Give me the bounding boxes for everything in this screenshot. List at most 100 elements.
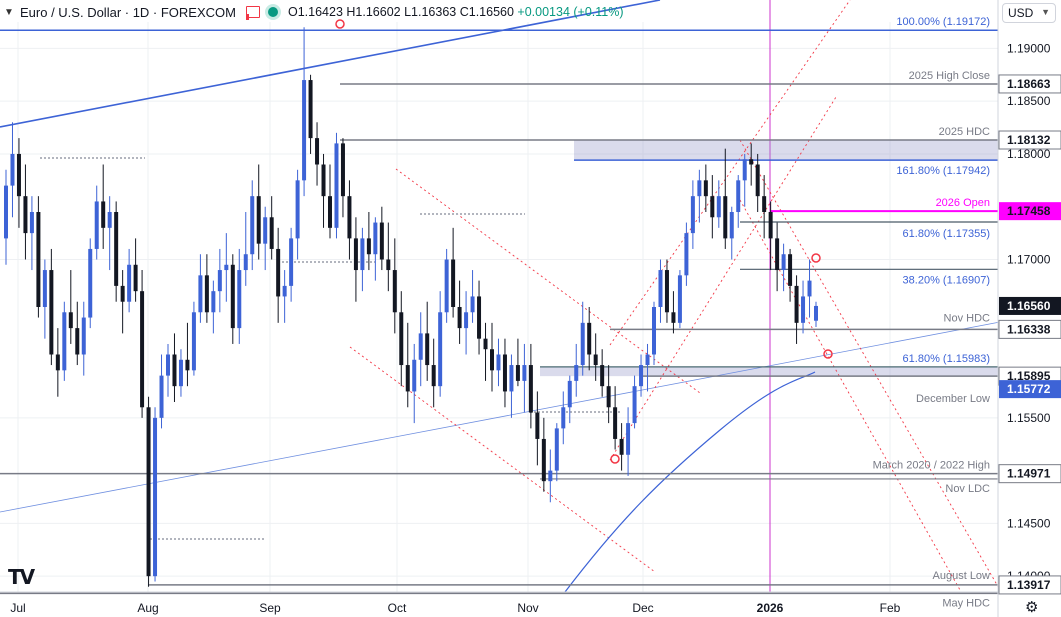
level-label: March 2020 / 2022 High — [873, 460, 990, 472]
candle-body — [600, 365, 605, 387]
candle-body — [677, 275, 682, 323]
y-tick-label: 1.17000 — [1007, 253, 1051, 267]
candle-body — [658, 270, 663, 307]
candle-body — [217, 270, 222, 292]
candle-body — [230, 264, 235, 329]
trend-channels — [0, 0, 1001, 593]
candle-body — [49, 270, 54, 355]
short-channel-upper — [739, 139, 1001, 591]
x-tick-label: Aug — [137, 601, 158, 615]
candle-body — [483, 338, 488, 350]
price-label-text: 1.16338 — [1007, 322, 1051, 336]
price-label-text: 1.18663 — [1007, 77, 1051, 91]
candle-body — [140, 291, 145, 408]
candle-body — [729, 212, 734, 239]
candle-body — [315, 138, 320, 165]
candle-body — [237, 270, 242, 329]
open-value: O1.16423 — [287, 5, 343, 19]
ascending-channel-upper — [609, 0, 851, 346]
x-tick-label: Sep — [259, 601, 281, 615]
candle-body — [619, 438, 624, 455]
candle-body — [742, 159, 747, 181]
candle-body — [36, 212, 41, 307]
candle-body — [788, 254, 793, 286]
settings-gear-icon[interactable]: ⚙ — [1025, 599, 1039, 616]
candle-body — [308, 80, 313, 139]
candle-body — [457, 307, 462, 329]
candle-body — [652, 307, 656, 355]
x-tick-label: Jul — [10, 601, 25, 615]
pivot-markers — [335, 19, 833, 464]
candle-body — [88, 248, 93, 318]
grid-lines — [0, 0, 998, 592]
candle-body — [515, 365, 520, 381]
candle-body — [703, 180, 708, 197]
collapse-chevron-icon[interactable]: ▼ — [4, 6, 14, 18]
candle-body — [710, 196, 715, 218]
candlestick-series — [4, 27, 818, 587]
candle-body — [198, 275, 203, 313]
candle-body — [794, 285, 799, 323]
price-label-text: 1.15772 — [1007, 382, 1051, 396]
y-tick-label: 1.14500 — [1007, 516, 1051, 530]
candle-body — [81, 317, 86, 355]
price-label-box — [998, 319, 1061, 339]
market-status-icon — [267, 7, 278, 17]
horizontal-levels — [0, 29, 998, 595]
candle-body — [224, 264, 229, 271]
x-tick-label: 2026 — [757, 601, 784, 615]
level-label: Nov LDC — [945, 483, 990, 495]
tradingview-logo[interactable]: TV — [8, 565, 35, 589]
currency-selector[interactable]: USD ▼ — [1002, 3, 1056, 23]
level-label: 2025 High Close — [909, 70, 990, 82]
candle-body — [256, 196, 261, 244]
candle-body — [353, 238, 358, 271]
candle-body — [522, 365, 527, 381]
level-label: 61.80% (1.15983) — [903, 353, 990, 365]
y-tick-label: 1.18000 — [1007, 147, 1051, 161]
candle-body — [29, 212, 34, 234]
candle-body — [490, 349, 494, 371]
price-axis[interactable]: 1.19000 1.18500 1.18000 1.17000 1.15500 1.145… — [997, 0, 1061, 617]
candle-body — [289, 238, 294, 286]
candle-body — [360, 238, 365, 271]
candle-body — [580, 322, 585, 366]
candle-body — [120, 285, 125, 302]
level-label: 100.00% (1.19172) — [896, 16, 990, 28]
candle-body — [62, 312, 67, 371]
symbol-title[interactable]: Euro / U.S. Dollar · 1D · FOREXCOM — [20, 4, 236, 20]
candle-body — [626, 423, 631, 455]
candle-body — [425, 333, 430, 366]
ascending-channel-mid — [609, 96, 837, 461]
level-label: 38.20% (1.16907) — [903, 274, 990, 286]
candle-body — [736, 180, 741, 212]
candle-body — [42, 270, 47, 307]
flag-icon[interactable] — [245, 6, 260, 20]
candle-body — [645, 354, 650, 366]
price-label-box — [999, 296, 1061, 315]
candle-body — [587, 322, 592, 355]
candle-body — [68, 312, 73, 329]
time-axis[interactable]: Jul Aug Sep Oct Nov Dec 2026 Feb — [0, 591, 998, 615]
candle-body — [334, 143, 339, 228]
y-tick-label: 1.15500 — [1007, 411, 1051, 425]
moving-average-line — [564, 371, 816, 593]
currency-label: USD — [1008, 6, 1034, 20]
chevron-down-icon: ▼ — [1041, 7, 1050, 17]
candle-body — [16, 153, 21, 197]
candle-body — [23, 196, 28, 234]
pivot-marker — [335, 19, 345, 29]
x-tick-label: Oct — [388, 601, 407, 615]
x-tick-label: Dec — [632, 601, 653, 615]
candle-body — [172, 354, 177, 387]
candle-body — [379, 222, 384, 260]
candle-body — [328, 196, 332, 228]
candle-body — [178, 359, 183, 387]
candle-body — [101, 201, 106, 228]
candle-body — [392, 270, 397, 313]
candle-body — [781, 254, 786, 271]
symbol-header: ▼ Euro / U.S. Dollar · 1D · FOREXCOM O1.… — [4, 4, 624, 20]
pivot-marker — [823, 349, 833, 359]
candle-body — [639, 365, 644, 387]
